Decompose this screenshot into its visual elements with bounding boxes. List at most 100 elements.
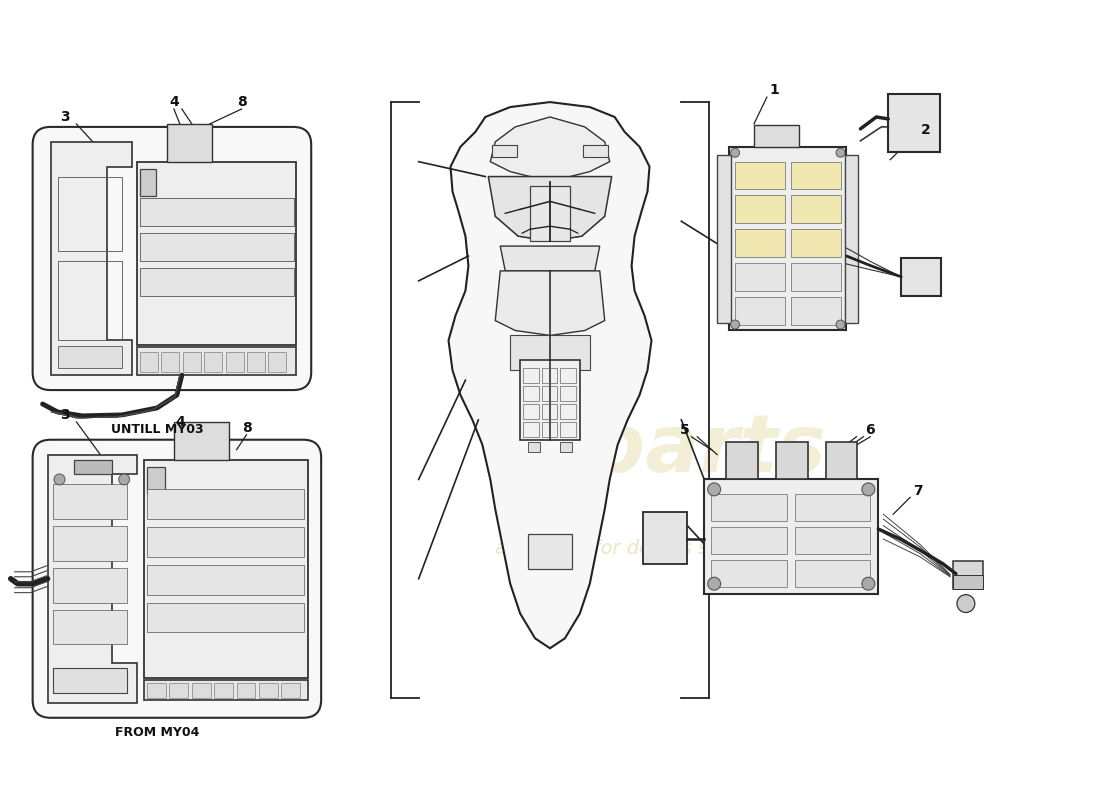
Bar: [729, 146, 847, 330]
Text: FROM MY04: FROM MY04: [114, 726, 199, 739]
Circle shape: [730, 148, 739, 157]
Bar: [712, 527, 786, 554]
Bar: [791, 195, 840, 223]
Polygon shape: [47, 454, 138, 703]
Bar: [174, 422, 229, 459]
Polygon shape: [491, 117, 609, 178]
Bar: [138, 162, 296, 346]
Circle shape: [862, 578, 874, 590]
Bar: [53, 485, 128, 519]
Bar: [541, 422, 558, 437]
Bar: [167, 124, 211, 162]
Bar: [520, 360, 580, 440]
Bar: [282, 683, 300, 698]
Bar: [795, 494, 870, 521]
Bar: [735, 229, 784, 257]
Bar: [510, 335, 590, 370]
Bar: [147, 466, 165, 494]
Bar: [735, 162, 784, 190]
Bar: [889, 94, 940, 152]
Bar: [205, 352, 222, 372]
Bar: [75, 459, 112, 474]
Bar: [53, 568, 128, 602]
Bar: [524, 386, 539, 401]
Bar: [147, 527, 305, 557]
Bar: [524, 368, 539, 383]
Text: 2: 2: [921, 123, 931, 137]
Bar: [268, 352, 286, 372]
Bar: [754, 125, 799, 146]
Bar: [712, 494, 786, 521]
Text: 8: 8: [236, 95, 246, 109]
Bar: [140, 233, 295, 261]
Bar: [169, 683, 188, 698]
Bar: [560, 368, 576, 383]
Bar: [147, 602, 305, 632]
Bar: [726, 442, 758, 479]
Bar: [138, 347, 296, 375]
Bar: [776, 442, 807, 479]
Bar: [735, 195, 784, 223]
Text: 3: 3: [59, 408, 69, 422]
Bar: [140, 268, 295, 296]
Text: UNTILL MY03: UNTILL MY03: [111, 423, 204, 436]
Circle shape: [957, 594, 975, 613]
Circle shape: [707, 578, 721, 590]
Circle shape: [862, 483, 874, 496]
Bar: [791, 297, 840, 325]
Polygon shape: [51, 142, 132, 375]
Bar: [717, 154, 732, 322]
Polygon shape: [495, 271, 605, 335]
Bar: [826, 442, 857, 479]
Bar: [528, 442, 540, 452]
Polygon shape: [449, 102, 651, 648]
Bar: [791, 263, 840, 290]
Bar: [236, 683, 255, 698]
Bar: [791, 229, 840, 257]
Circle shape: [836, 148, 845, 157]
Polygon shape: [500, 246, 600, 271]
Bar: [642, 512, 688, 564]
Text: 7: 7: [913, 484, 923, 498]
Bar: [53, 526, 128, 561]
Text: 1: 1: [769, 83, 779, 97]
Text: 4: 4: [169, 95, 179, 109]
Bar: [191, 683, 211, 698]
Circle shape: [54, 474, 65, 485]
Text: 4: 4: [175, 415, 185, 429]
Bar: [53, 668, 128, 693]
Bar: [162, 352, 179, 372]
Bar: [144, 459, 308, 678]
Bar: [214, 683, 233, 698]
Bar: [712, 560, 786, 586]
Bar: [541, 386, 558, 401]
Bar: [583, 145, 607, 157]
Text: eparts: eparts: [534, 410, 826, 489]
Bar: [493, 145, 517, 157]
Bar: [528, 534, 572, 569]
Bar: [147, 683, 166, 698]
Text: 6: 6: [866, 422, 876, 437]
Circle shape: [836, 320, 845, 329]
FancyBboxPatch shape: [33, 440, 321, 718]
Bar: [541, 368, 558, 383]
Bar: [524, 422, 539, 437]
Bar: [560, 404, 576, 419]
Text: 8: 8: [242, 421, 252, 435]
FancyBboxPatch shape: [33, 127, 311, 390]
Bar: [791, 162, 840, 190]
Text: 5: 5: [680, 422, 690, 437]
Bar: [953, 561, 982, 589]
Bar: [140, 169, 156, 197]
Bar: [258, 683, 278, 698]
Bar: [560, 442, 572, 452]
Bar: [53, 610, 128, 644]
Bar: [530, 186, 570, 241]
Text: a passion for details since 1985: a passion for details since 1985: [495, 539, 804, 558]
Bar: [735, 263, 784, 290]
Bar: [140, 352, 158, 372]
Bar: [901, 258, 940, 296]
Polygon shape: [488, 177, 612, 241]
Bar: [953, 574, 982, 589]
Circle shape: [730, 320, 739, 329]
